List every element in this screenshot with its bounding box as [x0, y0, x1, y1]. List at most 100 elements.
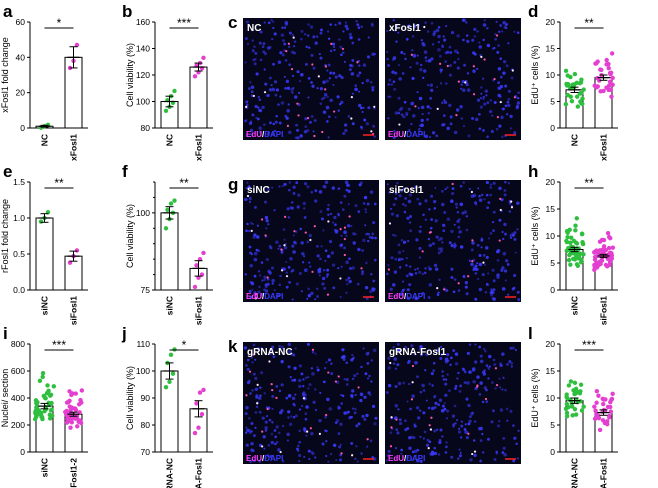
nucleus-dot — [409, 407, 412, 411]
nucleus-dot — [446, 217, 451, 221]
nucleus-dot — [434, 186, 437, 189]
nucleus-dot — [479, 105, 484, 109]
nucleus-dot — [345, 260, 349, 265]
nucleus-dot — [456, 211, 460, 214]
nucleus-dot — [351, 58, 355, 62]
nucleus-dot — [353, 374, 357, 378]
nucleus-dot — [251, 361, 254, 364]
nucleus-dot — [301, 252, 305, 256]
nucleus-dot — [319, 56, 323, 60]
nucleus-dot — [421, 112, 424, 116]
nucleus-dot — [497, 81, 501, 85]
nucleus-dot — [308, 261, 311, 264]
nucleus-dot — [437, 453, 441, 456]
nucleus-dot — [470, 194, 475, 198]
nucleus-dot — [257, 270, 261, 273]
nucleus-dot — [369, 290, 372, 294]
nucleus-dot — [510, 361, 514, 365]
edu-dot — [317, 75, 320, 78]
nucleus-dot — [466, 351, 470, 355]
data-point — [563, 101, 569, 107]
nucleus-dot — [267, 21, 271, 25]
nucleus-dot — [403, 52, 406, 55]
nucleus-dot — [474, 386, 478, 391]
nucleus-dot — [286, 109, 290, 113]
nucleus-dot — [331, 263, 336, 267]
edu-dot — [443, 288, 446, 291]
nucleus-dot — [428, 440, 432, 444]
nucleus-dot — [439, 68, 443, 72]
nucleus-dot — [476, 67, 479, 71]
edu-dot — [343, 237, 346, 241]
nucleus-dot — [480, 193, 484, 197]
data-point — [167, 379, 172, 384]
nucleus-dot — [465, 397, 469, 401]
nucleus-dot — [506, 263, 510, 266]
nucleus-dot — [468, 415, 472, 419]
nucleus-dot — [395, 214, 399, 218]
nucleus-dot — [387, 63, 391, 67]
nucleus-dot — [292, 185, 296, 189]
edu-dot — [390, 426, 393, 429]
edu-dot — [327, 220, 330, 223]
edu-dot — [266, 276, 269, 279]
nucleus-dot — [258, 410, 262, 414]
nucleus-dot — [342, 348, 345, 351]
nucleus-dot — [395, 428, 399, 432]
nucleus-dot — [387, 264, 390, 267]
nucleus-dot — [492, 297, 496, 301]
nucleus-dot — [401, 280, 405, 283]
nucleus-dot — [271, 278, 275, 283]
data-point — [201, 250, 206, 256]
nucleus-dot — [396, 342, 400, 346]
nucleus-dot — [306, 297, 309, 300]
nucleus-dot — [319, 210, 323, 214]
nucleus-dot — [413, 449, 418, 453]
data-point — [575, 263, 581, 268]
nucleus-dot — [439, 82, 443, 85]
nucleus-dot — [453, 223, 456, 226]
edu-dot — [324, 88, 327, 91]
nucleus-dot — [261, 105, 265, 110]
y-axis-label: EdU⁺ cells (%) — [530, 368, 540, 427]
nucleus-dot — [356, 282, 360, 286]
nucleus-dot — [449, 122, 453, 126]
data-point — [192, 284, 198, 290]
edu-dot — [395, 418, 398, 421]
nucleus-dot — [413, 353, 416, 356]
nucleus-dot — [351, 377, 355, 381]
nucleus-dot — [325, 105, 330, 110]
nucleus-dot — [427, 58, 432, 63]
nucleus-dot — [293, 95, 298, 99]
nucleus-dot — [437, 25, 441, 29]
nucleus-dot — [250, 221, 253, 225]
nucleus-dot — [289, 376, 292, 379]
nucleus-dot — [460, 436, 463, 439]
edu-dot — [311, 63, 314, 66]
nucleus-dot — [459, 202, 464, 207]
nucleus-dot — [364, 285, 369, 290]
nucleus-dot — [482, 23, 487, 27]
nucleus-dot — [249, 81, 252, 84]
edu-dot — [472, 65, 475, 68]
data-point — [564, 229, 570, 234]
nucleus-dot — [493, 46, 496, 50]
nucleus-dot — [250, 94, 254, 98]
nucleus-dot — [308, 383, 312, 387]
nucleus-dot — [448, 103, 452, 108]
y-tick-label: 70 — [141, 447, 151, 457]
nucleus-dot — [509, 409, 513, 413]
data-point — [42, 409, 47, 414]
edu-dot — [495, 384, 499, 387]
nucleus-dot — [485, 193, 489, 197]
nucleus-dot — [439, 237, 443, 241]
nucleus-dot — [501, 30, 504, 33]
nucleus-dot — [453, 130, 458, 135]
nucleus-dot — [251, 39, 254, 42]
nucleus-dot — [476, 375, 480, 379]
nucleus-dot — [310, 81, 313, 84]
edu-dot — [293, 230, 296, 233]
nucleus-dot — [361, 110, 364, 113]
nucleus-dot — [478, 287, 483, 292]
nucleus-dot — [402, 203, 405, 206]
